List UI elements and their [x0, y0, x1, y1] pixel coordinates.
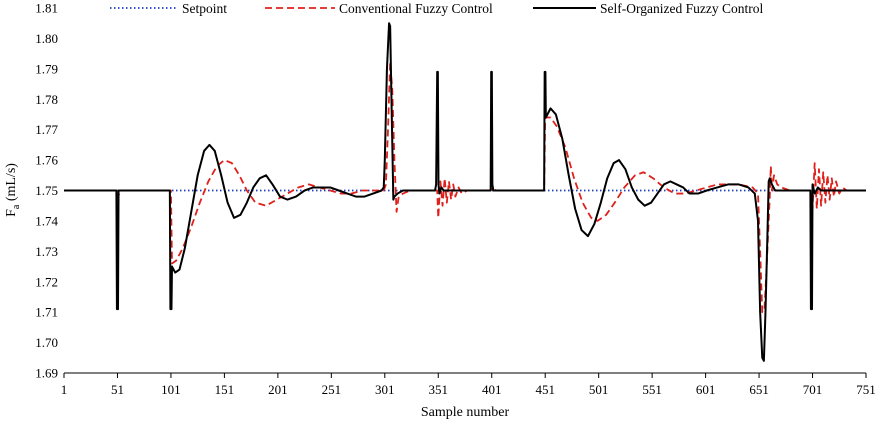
series-line-self-organized-fuzzy-control	[64, 22, 866, 362]
x-tick-label: 301	[375, 382, 395, 397]
legend: Setpoint Conventional Fuzzy Control Self…	[110, 1, 763, 16]
x-tick-label: 251	[322, 382, 342, 397]
x-tick-label: 201	[268, 382, 288, 397]
y-tick-label: 1.70	[35, 335, 58, 350]
y-axis-title: Fa (mL/s)	[4, 163, 22, 217]
x-tick-label: 701	[803, 382, 823, 397]
y-tick-label: 1.78	[35, 92, 58, 107]
y-tick-label: 1.79	[35, 61, 58, 76]
x-axis-ticks: 1 51 101 151 201 251 301 351 401 451 501 551 601 651 7…	[61, 373, 876, 397]
x-tick-label: 51	[111, 382, 124, 397]
x-tick-label: 501	[589, 382, 609, 397]
plot-area	[64, 22, 866, 362]
x-tick-label: 551	[642, 382, 662, 397]
x-tick-label: 351	[429, 382, 449, 397]
x-tick-label: 651	[749, 382, 769, 397]
y-tick-label: 1.69	[35, 366, 58, 381]
x-tick-label: 101	[161, 382, 181, 397]
y-axis-ticks: 1.69 1.70 1.71 1.72 1.73 1.74 1.75 1.76 1.77 1.78…	[35, 1, 58, 381]
x-tick-label: 151	[215, 382, 235, 397]
x-tick-label: 751	[856, 382, 876, 397]
y-tick-label: 1.73	[35, 244, 58, 259]
legend-label-setpoint: Setpoint	[182, 1, 227, 16]
y-tick-label: 1.81	[35, 1, 58, 16]
x-axis-title: Sample number	[421, 405, 510, 420]
x-tick-label: 601	[696, 382, 716, 397]
y-axis-title-unit: (mL/s)	[4, 163, 19, 205]
legend-label-conventional-fuzzy-control: Conventional Fuzzy Control	[339, 1, 493, 16]
y-tick-label: 1.74	[35, 213, 58, 228]
x-tick-label: 1	[61, 382, 68, 397]
y-axis-title-subscript: a	[11, 204, 22, 209]
y-tick-label: 1.72	[35, 274, 58, 289]
legend-label-self-organized-fuzzy-control: Self-Organized Fuzzy Control	[600, 1, 763, 16]
x-tick-label: 451	[535, 382, 555, 397]
x-tick-label: 401	[482, 382, 502, 397]
y-tick-label: 1.76	[35, 153, 58, 168]
y-tick-label: 1.75	[35, 183, 58, 198]
y-axis-title-main: F	[4, 209, 19, 217]
y-tick-label: 1.77	[35, 122, 58, 137]
y-tick-label: 1.71	[35, 305, 58, 320]
y-tick-label: 1.80	[35, 31, 58, 46]
